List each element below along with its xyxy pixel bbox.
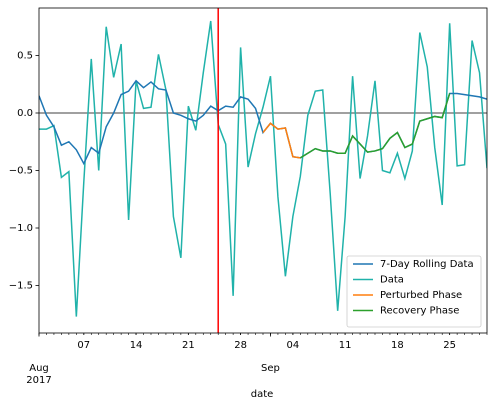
- plot-frame: [38, 7, 488, 334]
- y-tick-label: 0.0: [17, 108, 33, 119]
- series-line: [299, 93, 451, 159]
- y-tick-label: −0.5: [9, 166, 33, 177]
- x-tick-label: 07: [77, 340, 90, 351]
- series-line: [39, 20, 487, 317]
- x-major-tick-label: Aug: [29, 363, 49, 374]
- x-major-tick-label: Sep: [261, 363, 280, 374]
- x-tick-label: 04: [286, 340, 299, 351]
- x-major-tick-label: 2017: [26, 375, 51, 386]
- legend-label: 7-Day Rolling Data: [380, 259, 474, 270]
- x-tick-label: 25: [443, 340, 456, 351]
- y-tick-label: 0.5: [17, 50, 33, 61]
- legend-label: Data: [380, 275, 404, 286]
- x-tick-label: 21: [182, 340, 195, 351]
- x-axis-label: date: [251, 389, 274, 400]
- x-tick-label: 11: [339, 340, 352, 351]
- x-tick-label: 28: [234, 340, 247, 351]
- x-tick-label: 18: [391, 340, 404, 351]
- y-tick-label: −1.0: [9, 223, 33, 234]
- legend-label: Recovery Phase: [380, 306, 459, 317]
- legend-label: Perturbed Phase: [380, 290, 462, 301]
- series-line: [262, 122, 301, 159]
- legend-box: [346, 255, 482, 328]
- y-tick-label: −1.5: [9, 281, 33, 292]
- x-tick-label: 14: [130, 340, 143, 351]
